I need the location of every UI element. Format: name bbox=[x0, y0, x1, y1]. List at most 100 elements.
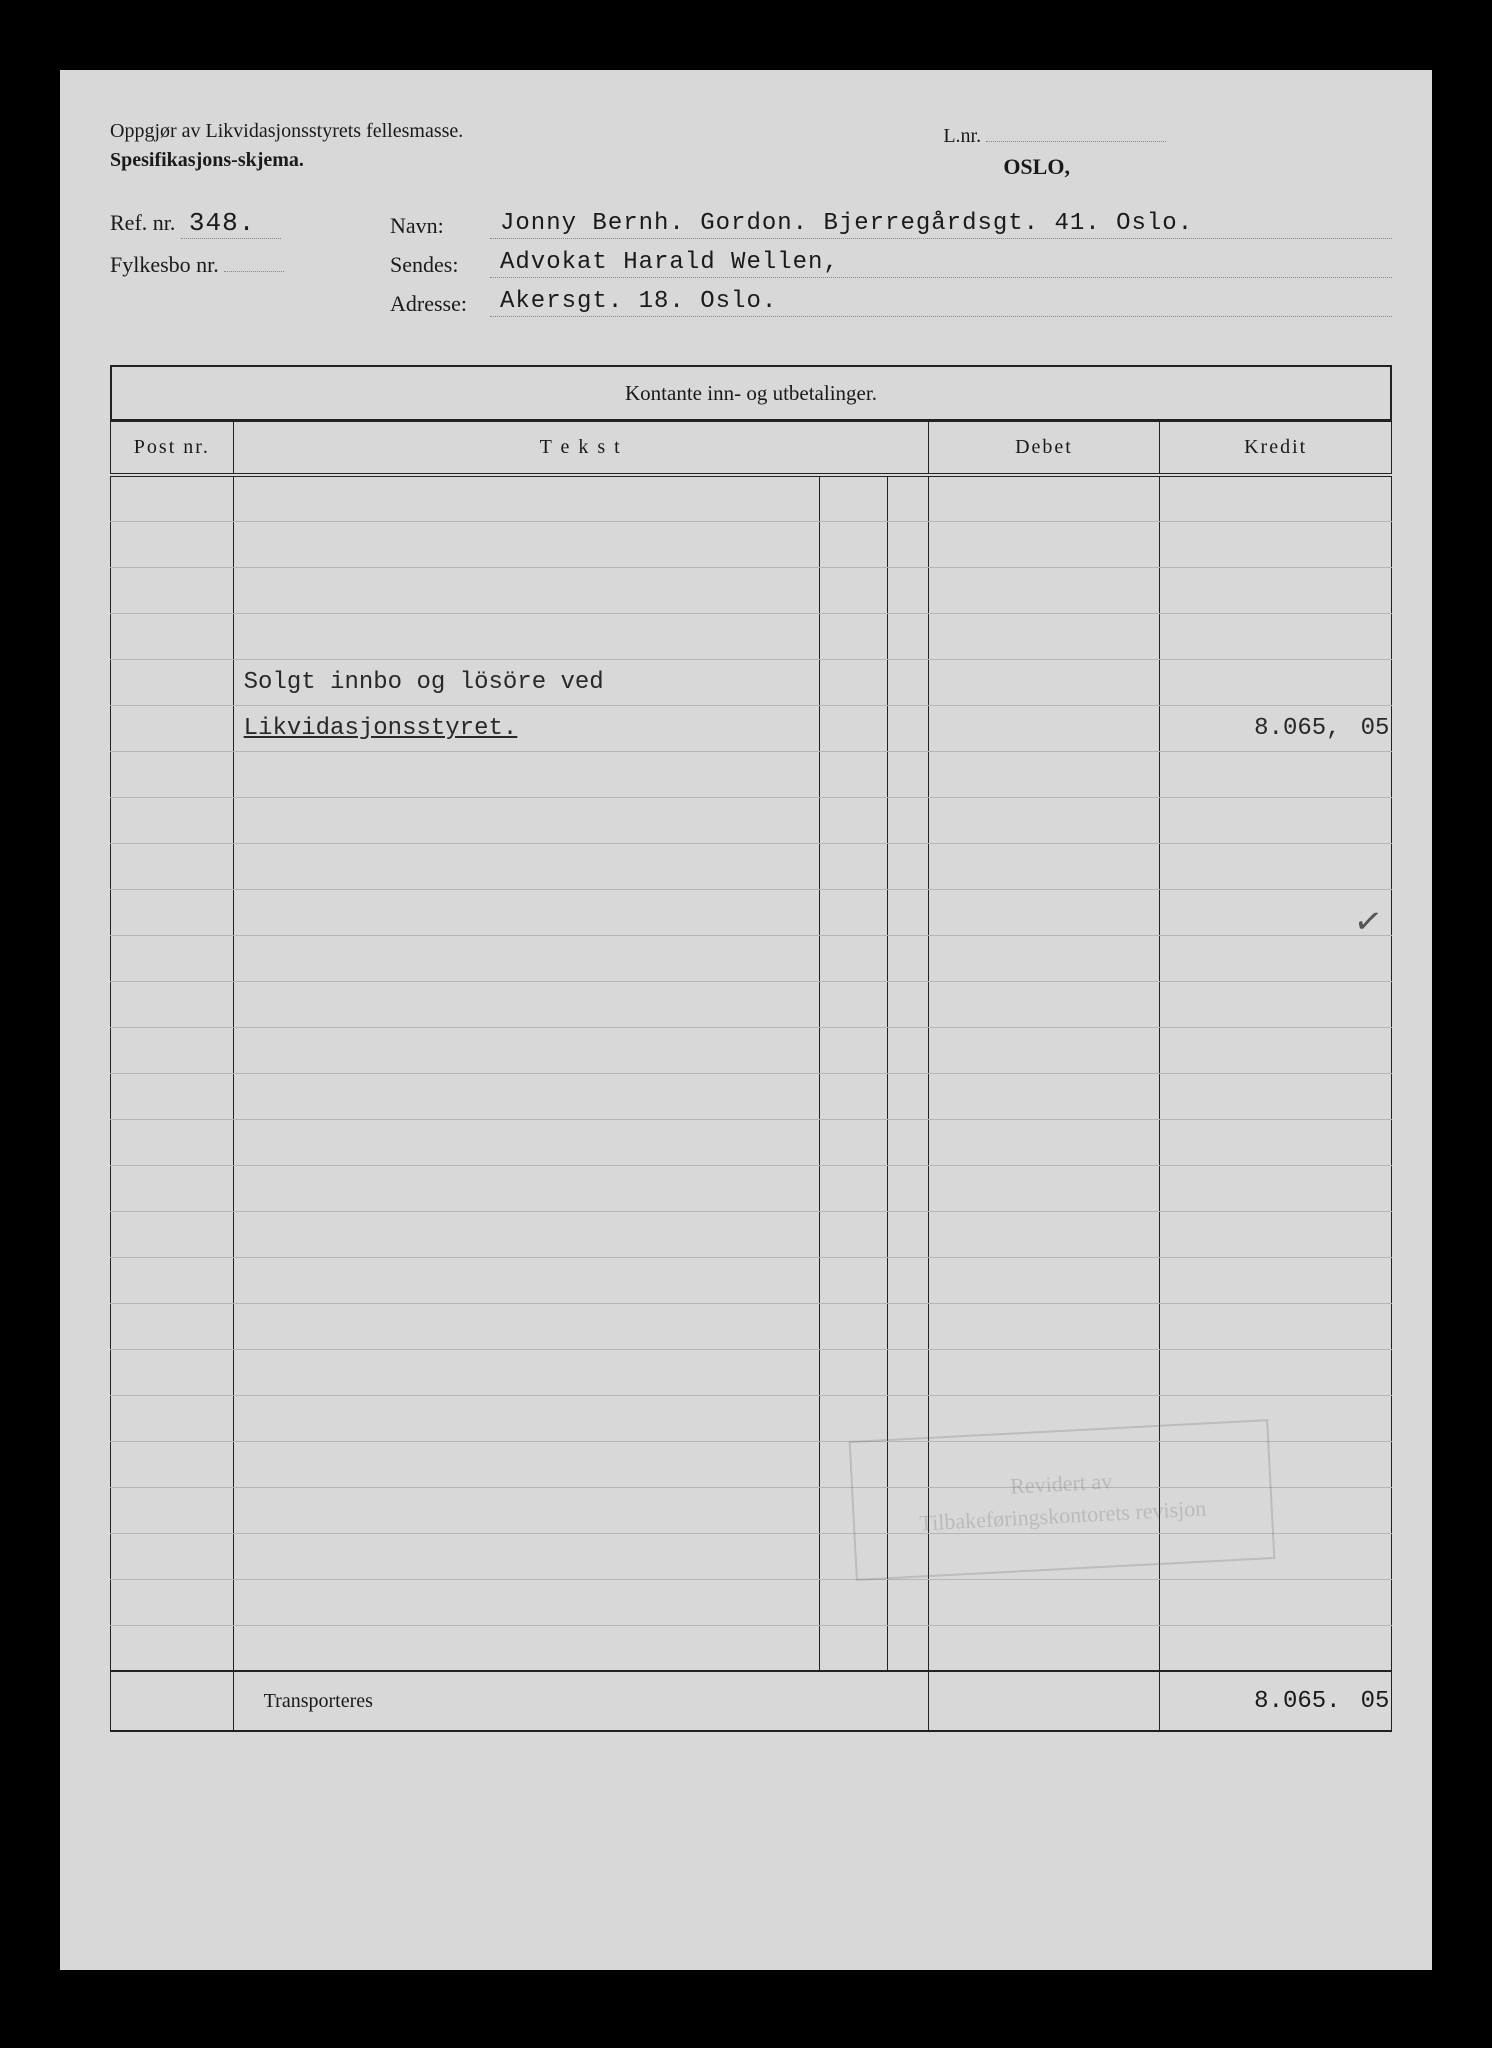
cell-kred-cent: 05 bbox=[1351, 705, 1392, 751]
cell-text: Solgt innbo og lösöre ved bbox=[233, 659, 819, 705]
cell-post bbox=[111, 521, 234, 567]
cell-post bbox=[111, 705, 234, 751]
cell-sep2 bbox=[887, 1487, 928, 1533]
title-line2: Spesifikasjons-skjema. bbox=[110, 149, 815, 172]
cell-post bbox=[111, 613, 234, 659]
cell-sep1 bbox=[819, 1027, 887, 1073]
cell-deb-main bbox=[928, 1165, 1119, 1211]
header-top: Oppgjør av Likvidasjonsstyrets fellesmas… bbox=[110, 120, 1392, 180]
cell-deb-main bbox=[928, 1625, 1119, 1671]
cell-kred-cent bbox=[1351, 1349, 1392, 1395]
cell-sep2 bbox=[887, 1073, 928, 1119]
ref-navn-row: Ref. nr. 348. Navn: Jonny Bernh. Gordon.… bbox=[110, 208, 1392, 239]
cell-deb-cent bbox=[1119, 843, 1160, 889]
cell-kred-main bbox=[1160, 1073, 1351, 1119]
cell-sep1 bbox=[819, 1073, 887, 1119]
cell-post bbox=[111, 1625, 234, 1671]
cell-text bbox=[233, 1349, 819, 1395]
ledger: Kontante inn- og utbetalinger. Post nr. … bbox=[110, 365, 1392, 1732]
cell-kred-cent bbox=[1351, 1441, 1392, 1487]
title-line1: Oppgjør av Likvidasjonsstyrets fellesmas… bbox=[110, 120, 815, 143]
lnr-label: L.nr. bbox=[943, 125, 981, 147]
table-row bbox=[111, 475, 1392, 521]
cell-deb-cent bbox=[1119, 935, 1160, 981]
ref-cluster: Ref. nr. 348. bbox=[110, 208, 350, 239]
table-row: Likvidasjonsstyret.8.065,05 bbox=[111, 705, 1392, 751]
cell-deb-cent bbox=[1119, 981, 1160, 1027]
col-post: Post nr. bbox=[111, 421, 234, 475]
table-row bbox=[111, 1073, 1392, 1119]
cell-text bbox=[233, 613, 819, 659]
cell-kred-main bbox=[1160, 889, 1351, 935]
header-left: Oppgjør av Likvidasjonsstyrets fellesmas… bbox=[110, 120, 815, 180]
cell-kred-cent bbox=[1351, 475, 1392, 521]
cell-kred-main bbox=[1160, 1487, 1351, 1533]
cell-deb-main bbox=[928, 1533, 1119, 1579]
tick-mark-icon: ✓ bbox=[1351, 900, 1385, 944]
ledger-title: Kontante inn- og utbetalinger. bbox=[110, 365, 1392, 420]
cell-sep2 bbox=[887, 1579, 928, 1625]
cell-kred-cent bbox=[1351, 1487, 1392, 1533]
ledger-header-row: Post nr. T e k s t Debet Kredit bbox=[111, 421, 1392, 475]
cell-deb-main bbox=[928, 843, 1119, 889]
cell-kred-cent bbox=[1351, 797, 1392, 843]
cell-sep2 bbox=[887, 1395, 928, 1441]
cell-text bbox=[233, 935, 819, 981]
cell-deb-cent bbox=[1119, 1487, 1160, 1533]
cell-kred-main bbox=[1160, 1533, 1351, 1579]
cell-sep1 bbox=[819, 1349, 887, 1395]
cell-deb-main bbox=[928, 705, 1119, 751]
cell-kred-main bbox=[1160, 935, 1351, 981]
cell-text bbox=[233, 797, 819, 843]
cell-text bbox=[233, 1119, 819, 1165]
cell-text bbox=[233, 521, 819, 567]
cell-deb-cent bbox=[1119, 1257, 1160, 1303]
cell-kred-cent bbox=[1351, 751, 1392, 797]
cell-kred-main bbox=[1160, 1257, 1351, 1303]
col-kredit: Kredit bbox=[1160, 421, 1392, 475]
cell-post bbox=[111, 1579, 234, 1625]
table-row bbox=[111, 889, 1392, 935]
cell-deb-cent bbox=[1119, 475, 1160, 521]
cell-kred-cent bbox=[1351, 1395, 1392, 1441]
cell-deb-main bbox=[928, 889, 1119, 935]
cell-kred-main bbox=[1160, 981, 1351, 1027]
table-row: Solgt innbo og lösöre ved bbox=[111, 659, 1392, 705]
cell-post bbox=[111, 1027, 234, 1073]
cell-deb-main bbox=[928, 1257, 1119, 1303]
cell-sep1 bbox=[819, 1395, 887, 1441]
cell-deb-cent bbox=[1119, 1625, 1160, 1671]
cell-kred-cent bbox=[1351, 567, 1392, 613]
cell-kred-main bbox=[1160, 1625, 1351, 1671]
cell-deb-cent bbox=[1119, 1119, 1160, 1165]
cell-sep1 bbox=[819, 1441, 887, 1487]
cell-sep2 bbox=[887, 1119, 928, 1165]
cell-kred-main bbox=[1160, 751, 1351, 797]
footer-kred-cent: 05 bbox=[1351, 1671, 1392, 1731]
cell-sep2 bbox=[887, 1625, 928, 1671]
cell-text bbox=[233, 1487, 819, 1533]
fylkesbo-label: Fylkesbo nr. bbox=[110, 252, 219, 277]
cell-text bbox=[233, 1579, 819, 1625]
cell-deb-main bbox=[928, 1441, 1119, 1487]
table-row bbox=[111, 1579, 1392, 1625]
cell-kred-main bbox=[1160, 1303, 1351, 1349]
cell-sep1 bbox=[819, 843, 887, 889]
fylkesbo-sendes-row: Fylkesbo nr. Sendes: Advokat Harald Well… bbox=[110, 249, 1392, 278]
cell-sep1 bbox=[819, 1487, 887, 1533]
cell-sep2 bbox=[887, 1257, 928, 1303]
footer-post bbox=[111, 1671, 234, 1731]
cell-sep1 bbox=[819, 659, 887, 705]
cell-deb-cent bbox=[1119, 1349, 1160, 1395]
cell-sep2 bbox=[887, 521, 928, 567]
cell-kred-main: 8.065, bbox=[1160, 705, 1351, 751]
cell-sep2 bbox=[887, 1349, 928, 1395]
cell-kred-main bbox=[1160, 1027, 1351, 1073]
cell-deb-main bbox=[928, 1211, 1119, 1257]
cell-deb-cent bbox=[1119, 1579, 1160, 1625]
cell-deb-cent bbox=[1119, 797, 1160, 843]
cell-kred-main bbox=[1160, 475, 1351, 521]
cell-text bbox=[233, 1395, 819, 1441]
cell-kred-cent bbox=[1351, 1119, 1392, 1165]
cell-post bbox=[111, 843, 234, 889]
